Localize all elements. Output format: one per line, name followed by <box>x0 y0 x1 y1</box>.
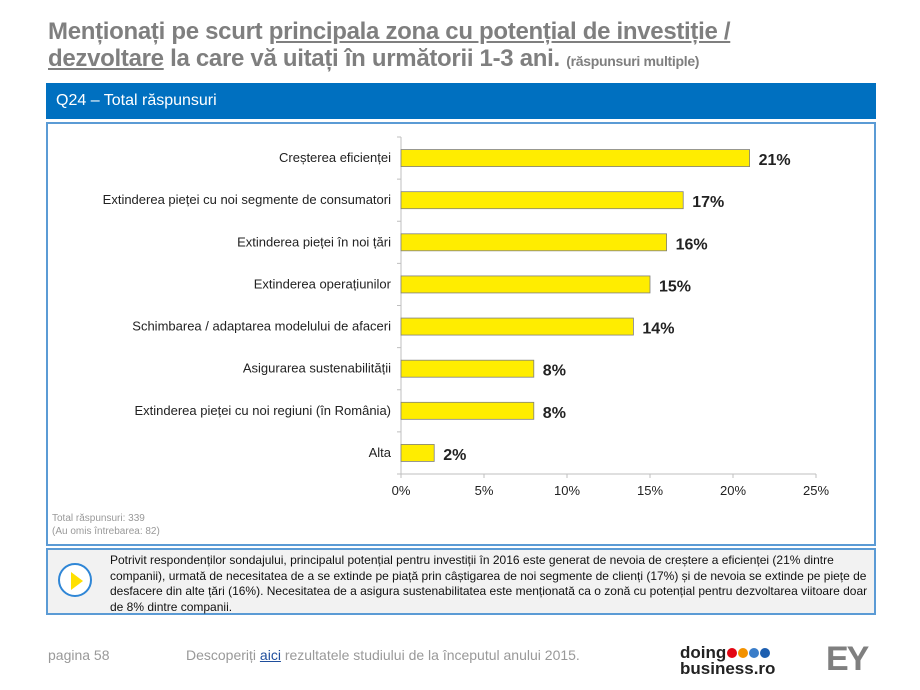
bar <box>400 191 684 210</box>
page-number: pagina 58 <box>48 647 110 663</box>
title-text-2: la care vă uitați în următorii 1-3 ani. <box>163 45 567 72</box>
footer-link[interactable]: aici <box>259 647 281 663</box>
title-note: (răspunsuri multiple) <box>566 53 700 69</box>
data-label: 21% <box>759 152 791 169</box>
footer-text: Descoperiți aici rezultatele studiului d… <box>186 647 580 663</box>
category-label: Extinderea pieței cu noi regiuni (în Rom… <box>134 403 391 418</box>
logo-dot <box>727 648 738 658</box>
ey-logo: EY <box>826 640 869 678</box>
x-tick-label: 5% <box>475 483 494 498</box>
data-label: 2% <box>443 447 466 464</box>
question-header: Q24 – Total răspunsuri <box>46 83 876 119</box>
page-title: Menționați pe scurt principala zona cu p… <box>48 18 848 75</box>
play-icon <box>58 563 92 597</box>
summary-box: Potrivit respondenților sondajului, prin… <box>46 548 876 615</box>
logo-dot <box>738 648 749 658</box>
bar-chart: Creșterea eficienței 21% Extinderea pieței… <box>103 136 829 498</box>
footer-text-after: rezultatele studiului de la începutul an… <box>280 647 580 663</box>
data-label: 8% <box>543 363 566 380</box>
bar <box>400 444 435 462</box>
category-label: Extinderea pieței în noi țări <box>237 234 391 249</box>
bar <box>400 233 668 252</box>
x-tick-label: 20% <box>720 483 746 498</box>
category-label: Extinderea operațiunilor <box>254 276 392 291</box>
category-label: Asigurarea sustenabilității <box>243 361 391 376</box>
bar <box>400 149 751 167</box>
title-underlined: principala zona cu potențial de investiț… <box>48 18 731 72</box>
summary-text: Potrivit respondenților sondajului, prin… <box>110 553 868 614</box>
logo-dot <box>760 648 771 658</box>
bar <box>400 317 634 336</box>
x-tick-label: 25% <box>803 483 829 498</box>
bar <box>400 275 651 294</box>
category-label: Schimbarea / adaptarea modelului de afac… <box>132 319 391 334</box>
category-label: Extinderea pieței cu noi segmente de con… <box>103 192 391 207</box>
category-label: Creșterea eficienței <box>279 150 391 165</box>
data-label: 14% <box>642 321 674 338</box>
total-responses: Total răspunsuri: 339 <box>52 513 145 524</box>
omitted-count: (Au omis întrebarea: 82) <box>52 526 160 537</box>
category-label: Alta <box>369 445 392 460</box>
data-label: 17% <box>692 194 724 211</box>
x-tick-label: 0% <box>392 483 411 498</box>
x-tick-label: 15% <box>637 483 663 498</box>
logo-dot <box>749 648 760 658</box>
bar <box>400 359 535 378</box>
x-tick-label: 10% <box>554 483 580 498</box>
data-label: 15% <box>659 278 691 295</box>
bar <box>400 401 535 420</box>
chart-panel <box>46 122 876 546</box>
footer-text-before: Descoperiți <box>186 647 260 663</box>
data-label: 16% <box>676 236 708 253</box>
doingbusiness-logo: doing business.ro <box>680 643 776 678</box>
data-label: 8% <box>543 405 566 422</box>
title-text: Menționați pe scurt <box>48 18 269 45</box>
